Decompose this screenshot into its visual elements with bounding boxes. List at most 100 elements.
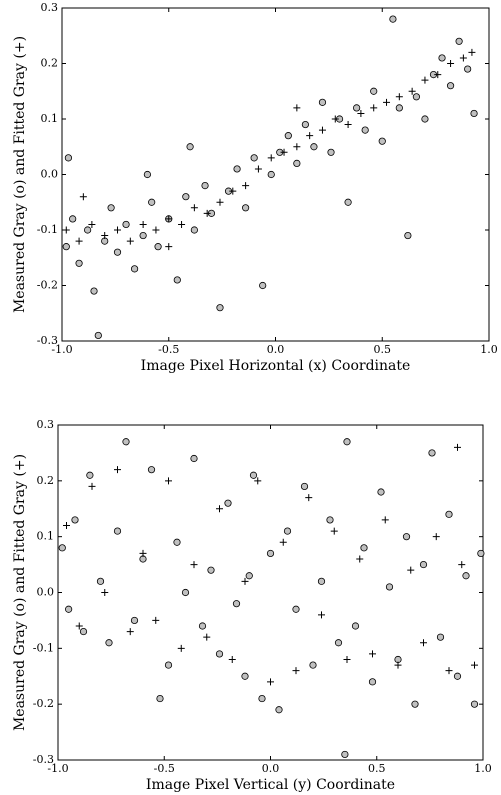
measured-point [317, 577, 326, 585]
x-tick-label: -1.0 [51, 343, 72, 356]
measured-point [249, 471, 258, 479]
fitted-point [434, 71, 442, 79]
fitted-point [88, 220, 96, 228]
measured-point [301, 120, 309, 129]
measured-point [75, 259, 83, 267]
y-tick-label: -0.3 [37, 334, 58, 347]
x-tick-label: 0.5 [374, 343, 392, 356]
fitted-point [305, 494, 313, 502]
y-tick-label: -0.3 [33, 753, 54, 766]
fitted-point [330, 527, 338, 535]
x-tick-label: 0.0 [267, 343, 285, 356]
x-tick-label: -0.5 [158, 343, 179, 356]
y-tick-label: -0.1 [37, 223, 58, 236]
measured-point [58, 544, 66, 552]
measured-point [62, 243, 70, 251]
measured-point [385, 583, 394, 591]
y-tick-label: 0.0 [41, 168, 59, 181]
measured-point [84, 226, 92, 234]
y-tick-label: 0.1 [37, 530, 55, 543]
fitted-point [165, 477, 172, 485]
y-axis-title: Measured Gray (o) and Fitted Gray (+) [12, 36, 28, 313]
measured-point [113, 527, 122, 535]
fitted-point [88, 482, 96, 490]
measured-point [113, 248, 122, 256]
measured-point [250, 154, 258, 162]
measured-point [293, 159, 301, 167]
measured-point [351, 622, 360, 630]
measured-point [445, 510, 453, 518]
measured-point [64, 154, 73, 162]
fitted-point [471, 661, 478, 669]
fitted-point [216, 505, 223, 513]
x-axis-title: Image Pixel Horizontal (x) Coordinate [141, 358, 411, 374]
measured-point [173, 538, 181, 546]
measured-point [275, 706, 283, 714]
measured-point [259, 281, 267, 290]
fitted-point [381, 516, 389, 524]
measured-point [361, 126, 369, 134]
measured-point [470, 700, 479, 708]
measured-point [283, 527, 292, 535]
measured-point [258, 694, 266, 703]
measured-point [402, 533, 411, 541]
fitted-point [241, 577, 249, 585]
measured-point [241, 672, 249, 680]
x-tick-label: 1.0 [480, 343, 498, 356]
measured-point [207, 566, 215, 574]
measured-point [411, 700, 419, 708]
fitted-point [280, 148, 288, 156]
fitted-point [383, 98, 391, 106]
fitted-point [331, 115, 339, 123]
fitted-point [293, 104, 301, 112]
measured-point [96, 577, 105, 585]
fitted-point [468, 48, 476, 56]
measured-point [378, 137, 386, 145]
measured-point [370, 87, 378, 95]
measured-point [233, 165, 241, 173]
fitted-point [177, 644, 185, 652]
measured-point [453, 672, 462, 680]
fitted-point [254, 165, 262, 173]
measured-point [477, 549, 485, 558]
measured-point [412, 93, 421, 101]
measured-point [186, 143, 194, 151]
measured-point [310, 143, 318, 151]
measured-point [86, 471, 94, 479]
measured-point [181, 588, 190, 597]
fitted-point [454, 443, 461, 451]
measured-point [419, 560, 428, 569]
measured-point [292, 605, 300, 613]
measured-point [69, 215, 77, 223]
measured-point [147, 466, 156, 474]
fitted-point [395, 93, 403, 101]
measured-point [446, 82, 455, 90]
x-axis-title: Image Pixel Vertical (y) Coordinate [146, 777, 395, 793]
y-tick-label: 0.1 [41, 112, 59, 125]
measured-point [216, 304, 224, 312]
measured-point [266, 549, 275, 558]
measured-point [130, 616, 139, 625]
measured-point [148, 198, 156, 206]
x-tick-label: -1.0 [47, 762, 68, 775]
measured-point [190, 454, 198, 463]
measured-point [377, 488, 385, 496]
measured-point [190, 226, 198, 234]
measured-point [139, 231, 147, 240]
fitted-point [203, 633, 211, 641]
measured-point [201, 182, 209, 190]
fitted-point [63, 522, 70, 529]
measured-point [395, 104, 403, 112]
fitted-point [75, 622, 83, 630]
fitted-point [394, 661, 402, 669]
measured-point [389, 15, 397, 23]
measured-point [242, 204, 250, 212]
measured-point [245, 572, 253, 580]
fitted-point [343, 656, 351, 663]
measured-point [122, 438, 130, 446]
measured-point [224, 499, 232, 507]
measured-point [154, 243, 162, 251]
fitted-point [318, 126, 326, 134]
measured-point [334, 639, 343, 647]
measured-point [421, 115, 429, 123]
